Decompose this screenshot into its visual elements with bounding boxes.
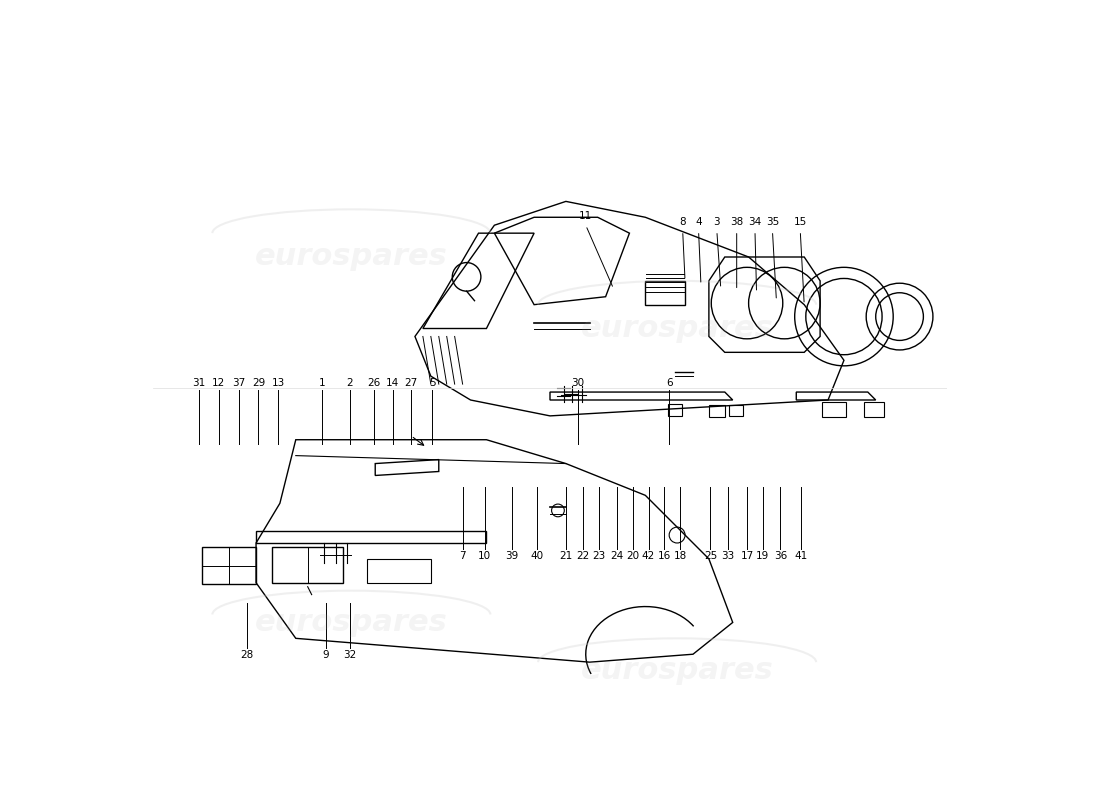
Text: 19: 19 [757,551,770,561]
Text: 1: 1 [319,378,326,388]
Text: 40: 40 [530,551,543,561]
Text: 3: 3 [714,217,720,227]
Text: 18: 18 [673,551,686,561]
Text: 36: 36 [773,551,786,561]
Text: 12: 12 [212,378,226,388]
Text: eurospares: eurospares [581,314,773,343]
Text: 35: 35 [766,217,779,227]
Bar [367,559,431,582]
Text: 29: 29 [252,378,265,388]
Bar [668,404,682,416]
Text: 2: 2 [346,378,353,388]
Text: 30: 30 [571,378,584,388]
Text: 28: 28 [240,650,253,660]
Text: 15: 15 [793,217,807,227]
Bar [708,405,725,418]
Text: 8: 8 [680,217,686,227]
Text: 25: 25 [704,551,717,561]
Bar [864,402,883,418]
Text: 31: 31 [192,378,206,388]
Text: 17: 17 [740,551,754,561]
Text: 41: 41 [794,551,807,561]
Text: 24: 24 [610,551,624,561]
Text: 11: 11 [579,211,593,222]
Text: 38: 38 [730,217,744,227]
Text: 5: 5 [429,378,436,388]
Text: 14: 14 [386,378,399,388]
Bar [728,405,744,416]
Text: 6: 6 [666,378,672,388]
Text: 32: 32 [343,650,356,660]
Text: eurospares: eurospares [255,242,448,271]
Text: 13: 13 [272,378,285,388]
Text: 9: 9 [322,650,329,660]
Text: 22: 22 [576,551,590,561]
Text: 27: 27 [405,378,418,388]
Text: 26: 26 [367,378,381,388]
Text: 23: 23 [593,551,606,561]
Text: eurospares: eurospares [581,656,773,685]
Text: eurospares: eurospares [255,608,448,637]
Bar [823,402,846,418]
Text: 42: 42 [642,551,656,561]
Text: 4: 4 [695,217,702,227]
Text: 20: 20 [626,551,639,561]
Text: 10: 10 [478,551,492,561]
Text: 7: 7 [460,551,466,561]
Text: 33: 33 [722,551,735,561]
Text: 34: 34 [748,217,761,227]
Text: 39: 39 [505,551,518,561]
Text: 16: 16 [658,551,671,561]
Text: 21: 21 [559,551,572,561]
Text: 37: 37 [232,378,245,388]
